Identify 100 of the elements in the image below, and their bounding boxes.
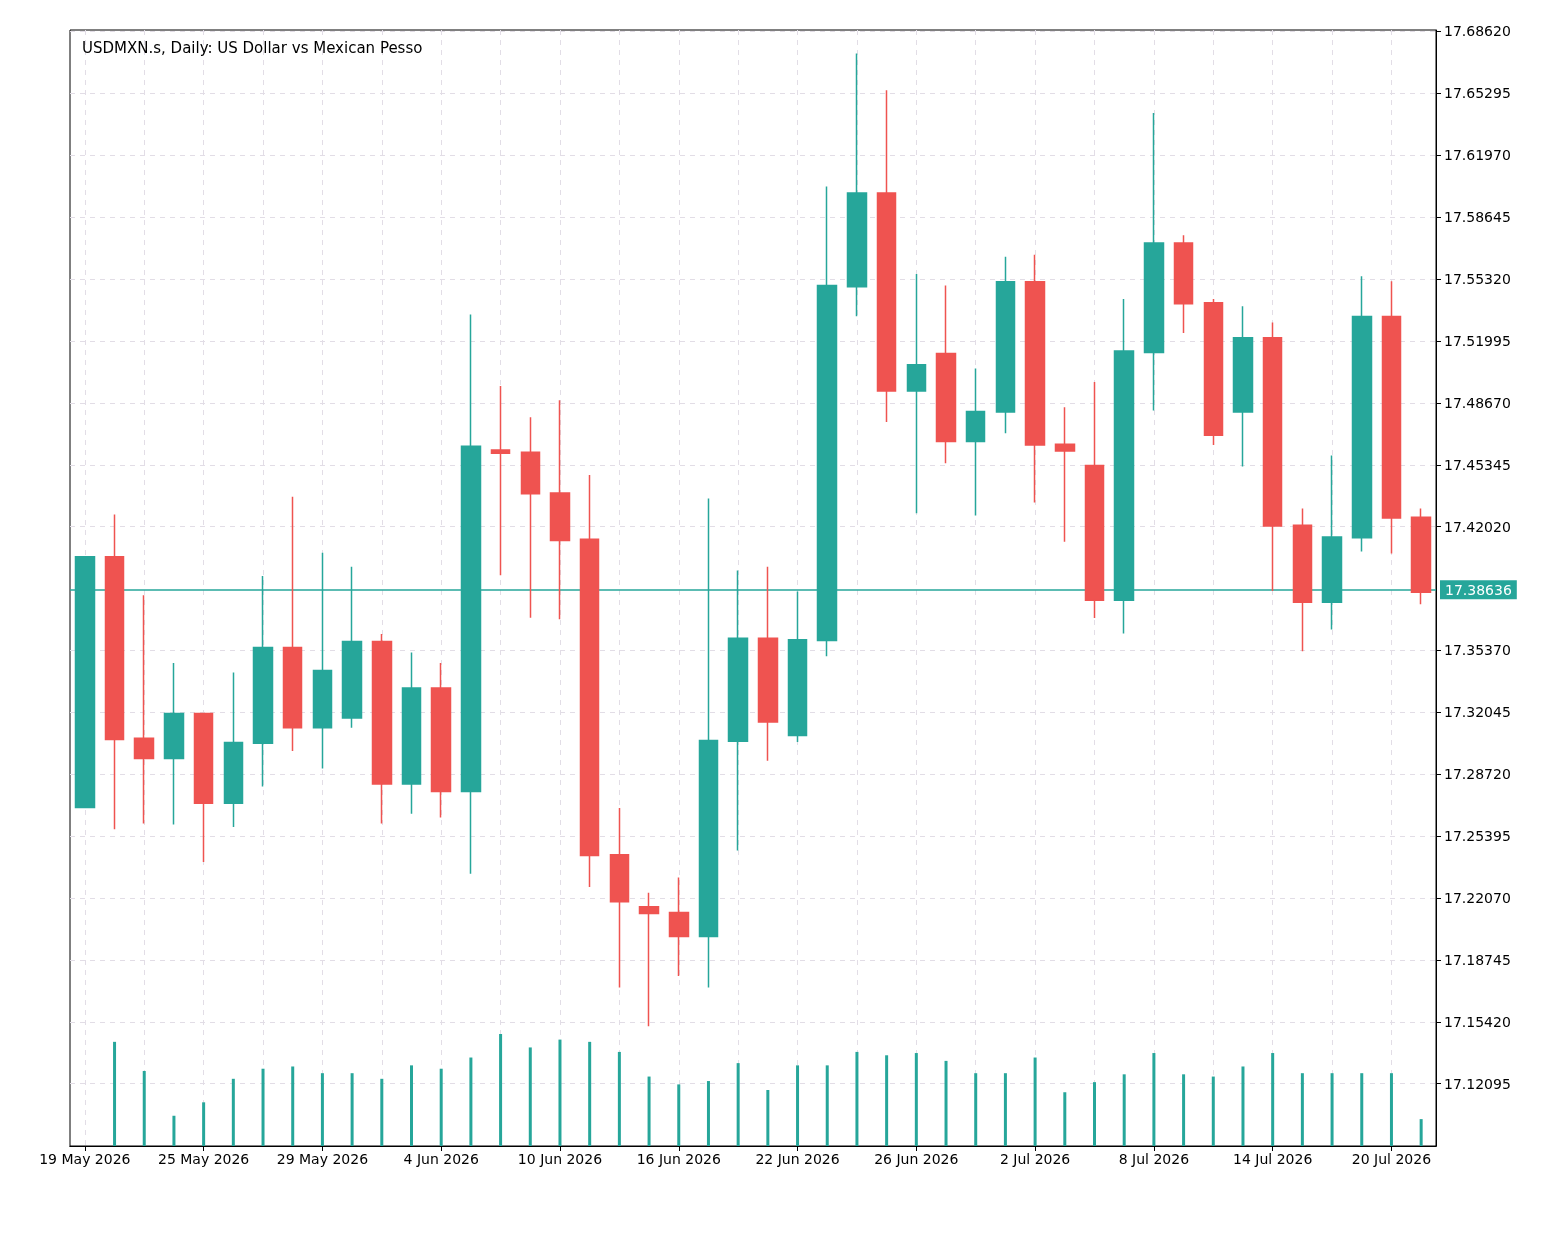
candlestick — [104, 513, 125, 830]
y-tick-label: 17.45345 — [1444, 456, 1511, 473]
bar — [528, 1047, 532, 1146]
x-tick-label: 2 Jul 2026 — [999, 1151, 1071, 1167]
candlestick — [430, 662, 452, 819]
bar — [914, 1053, 918, 1146]
ref-line-label: 17.38636 — [1445, 581, 1512, 598]
candlestick — [1203, 298, 1224, 446]
y-tick-label: 17.55320 — [1444, 271, 1511, 288]
bar — [1271, 1053, 1275, 1146]
candlestick — [579, 474, 600, 888]
bar — [1300, 1073, 1304, 1146]
x-tick-label: 29 May 2026 — [276, 1151, 369, 1167]
candlestick — [757, 565, 779, 762]
candlestick — [1351, 275, 1373, 553]
candlestick — [876, 89, 897, 423]
candlestick — [223, 671, 244, 828]
candlestick — [965, 367, 986, 517]
bar — [825, 1065, 829, 1146]
bar — [796, 1065, 800, 1146]
x-tick-label: 10 Jun 2026 — [517, 1151, 603, 1167]
bar — [1122, 1074, 1126, 1146]
bar — [142, 1070, 146, 1146]
bar — [350, 1073, 354, 1146]
candlestick — [1143, 112, 1165, 412]
y-tick-label: 17.48670 — [1444, 394, 1511, 411]
y-tick-label: 17.42020 — [1444, 518, 1511, 535]
candlestick — [935, 284, 957, 464]
bar — [1211, 1076, 1215, 1146]
candlestick — [549, 399, 571, 620]
candlestick — [1084, 381, 1105, 619]
bar — [677, 1084, 681, 1146]
bar — [766, 1090, 770, 1146]
bar — [439, 1068, 443, 1146]
x-tick-label: 26 Jun 2026 — [874, 1151, 959, 1167]
bar — [1093, 1082, 1096, 1146]
candlestick — [995, 255, 1016, 434]
bar — [1389, 1073, 1393, 1146]
y-tick-label: 17.15420 — [1444, 1013, 1511, 1030]
bar — [1033, 1057, 1037, 1146]
candlestick — [282, 495, 303, 752]
x-tick-label: 25 May 2026 — [157, 1151, 250, 1167]
bar — [1063, 1092, 1067, 1146]
x-tick-label: 14 Jul 2026 — [1233, 1151, 1313, 1167]
candlestick — [520, 416, 541, 619]
bar — [291, 1066, 295, 1146]
x-tick-label: 19 May 2026 — [39, 1151, 131, 1167]
bar — [261, 1068, 265, 1146]
candlestick — [906, 273, 927, 515]
bar — [588, 1041, 592, 1146]
bar — [974, 1073, 978, 1146]
candlestick — [1024, 253, 1046, 504]
bar — [647, 1076, 651, 1146]
y-tick-label: 17.28720 — [1444, 766, 1511, 783]
y-tick-label: 17.32045 — [1444, 704, 1511, 721]
bar — [1241, 1066, 1245, 1146]
candlestick — [638, 892, 660, 1028]
y-tick-label: 17.35370 — [1444, 642, 1511, 659]
candlestick — [193, 712, 214, 863]
bar — [1182, 1074, 1186, 1146]
bar — [202, 1102, 206, 1146]
candlestick — [1262, 321, 1283, 592]
candlestick — [1292, 507, 1313, 652]
bar — [1330, 1073, 1334, 1146]
y-tick-label: 17.18745 — [1444, 951, 1511, 968]
bar — [944, 1060, 948, 1146]
bar — [469, 1057, 473, 1146]
bar — [113, 1041, 117, 1146]
x-tick-label: 22 Jun 2026 — [755, 1151, 840, 1167]
bar — [855, 1051, 859, 1146]
y-tick-label: 17.51995 — [1444, 332, 1511, 349]
bar — [706, 1081, 710, 1146]
bar — [1419, 1119, 1423, 1146]
y-tick-label: 17.61970 — [1444, 147, 1511, 164]
bar — [320, 1073, 324, 1146]
x-tick-label: 4 Jun 2026 — [403, 1151, 479, 1167]
candlestick — [1410, 507, 1432, 606]
x-tick-label: 20 Jul 2026 — [1351, 1151, 1432, 1167]
y-tick-label: 17.68620 — [1444, 23, 1511, 40]
candlestick — [371, 633, 393, 825]
bar — [380, 1078, 384, 1146]
bar — [231, 1078, 235, 1146]
bar — [736, 1063, 740, 1146]
x-tick-label: 16 Jun 2026 — [636, 1151, 721, 1167]
candlestick — [401, 651, 422, 815]
candlestick — [609, 807, 630, 989]
candlestick — [163, 662, 185, 826]
bar — [410, 1065, 413, 1146]
candlestick — [1232, 305, 1254, 468]
y-tick-label: 17.58645 — [1444, 209, 1511, 226]
bar — [1003, 1073, 1007, 1146]
y-tick-label: 17.65295 — [1444, 85, 1511, 102]
bar — [1360, 1073, 1364, 1146]
y-tick-label: 17.12095 — [1444, 1075, 1511, 1092]
bar — [172, 1115, 176, 1146]
bar — [499, 1034, 503, 1146]
bar — [558, 1039, 562, 1146]
y-tick-label: 17.25395 — [1444, 828, 1511, 845]
candlestick — [1054, 406, 1076, 543]
candlestick — [846, 52, 868, 318]
